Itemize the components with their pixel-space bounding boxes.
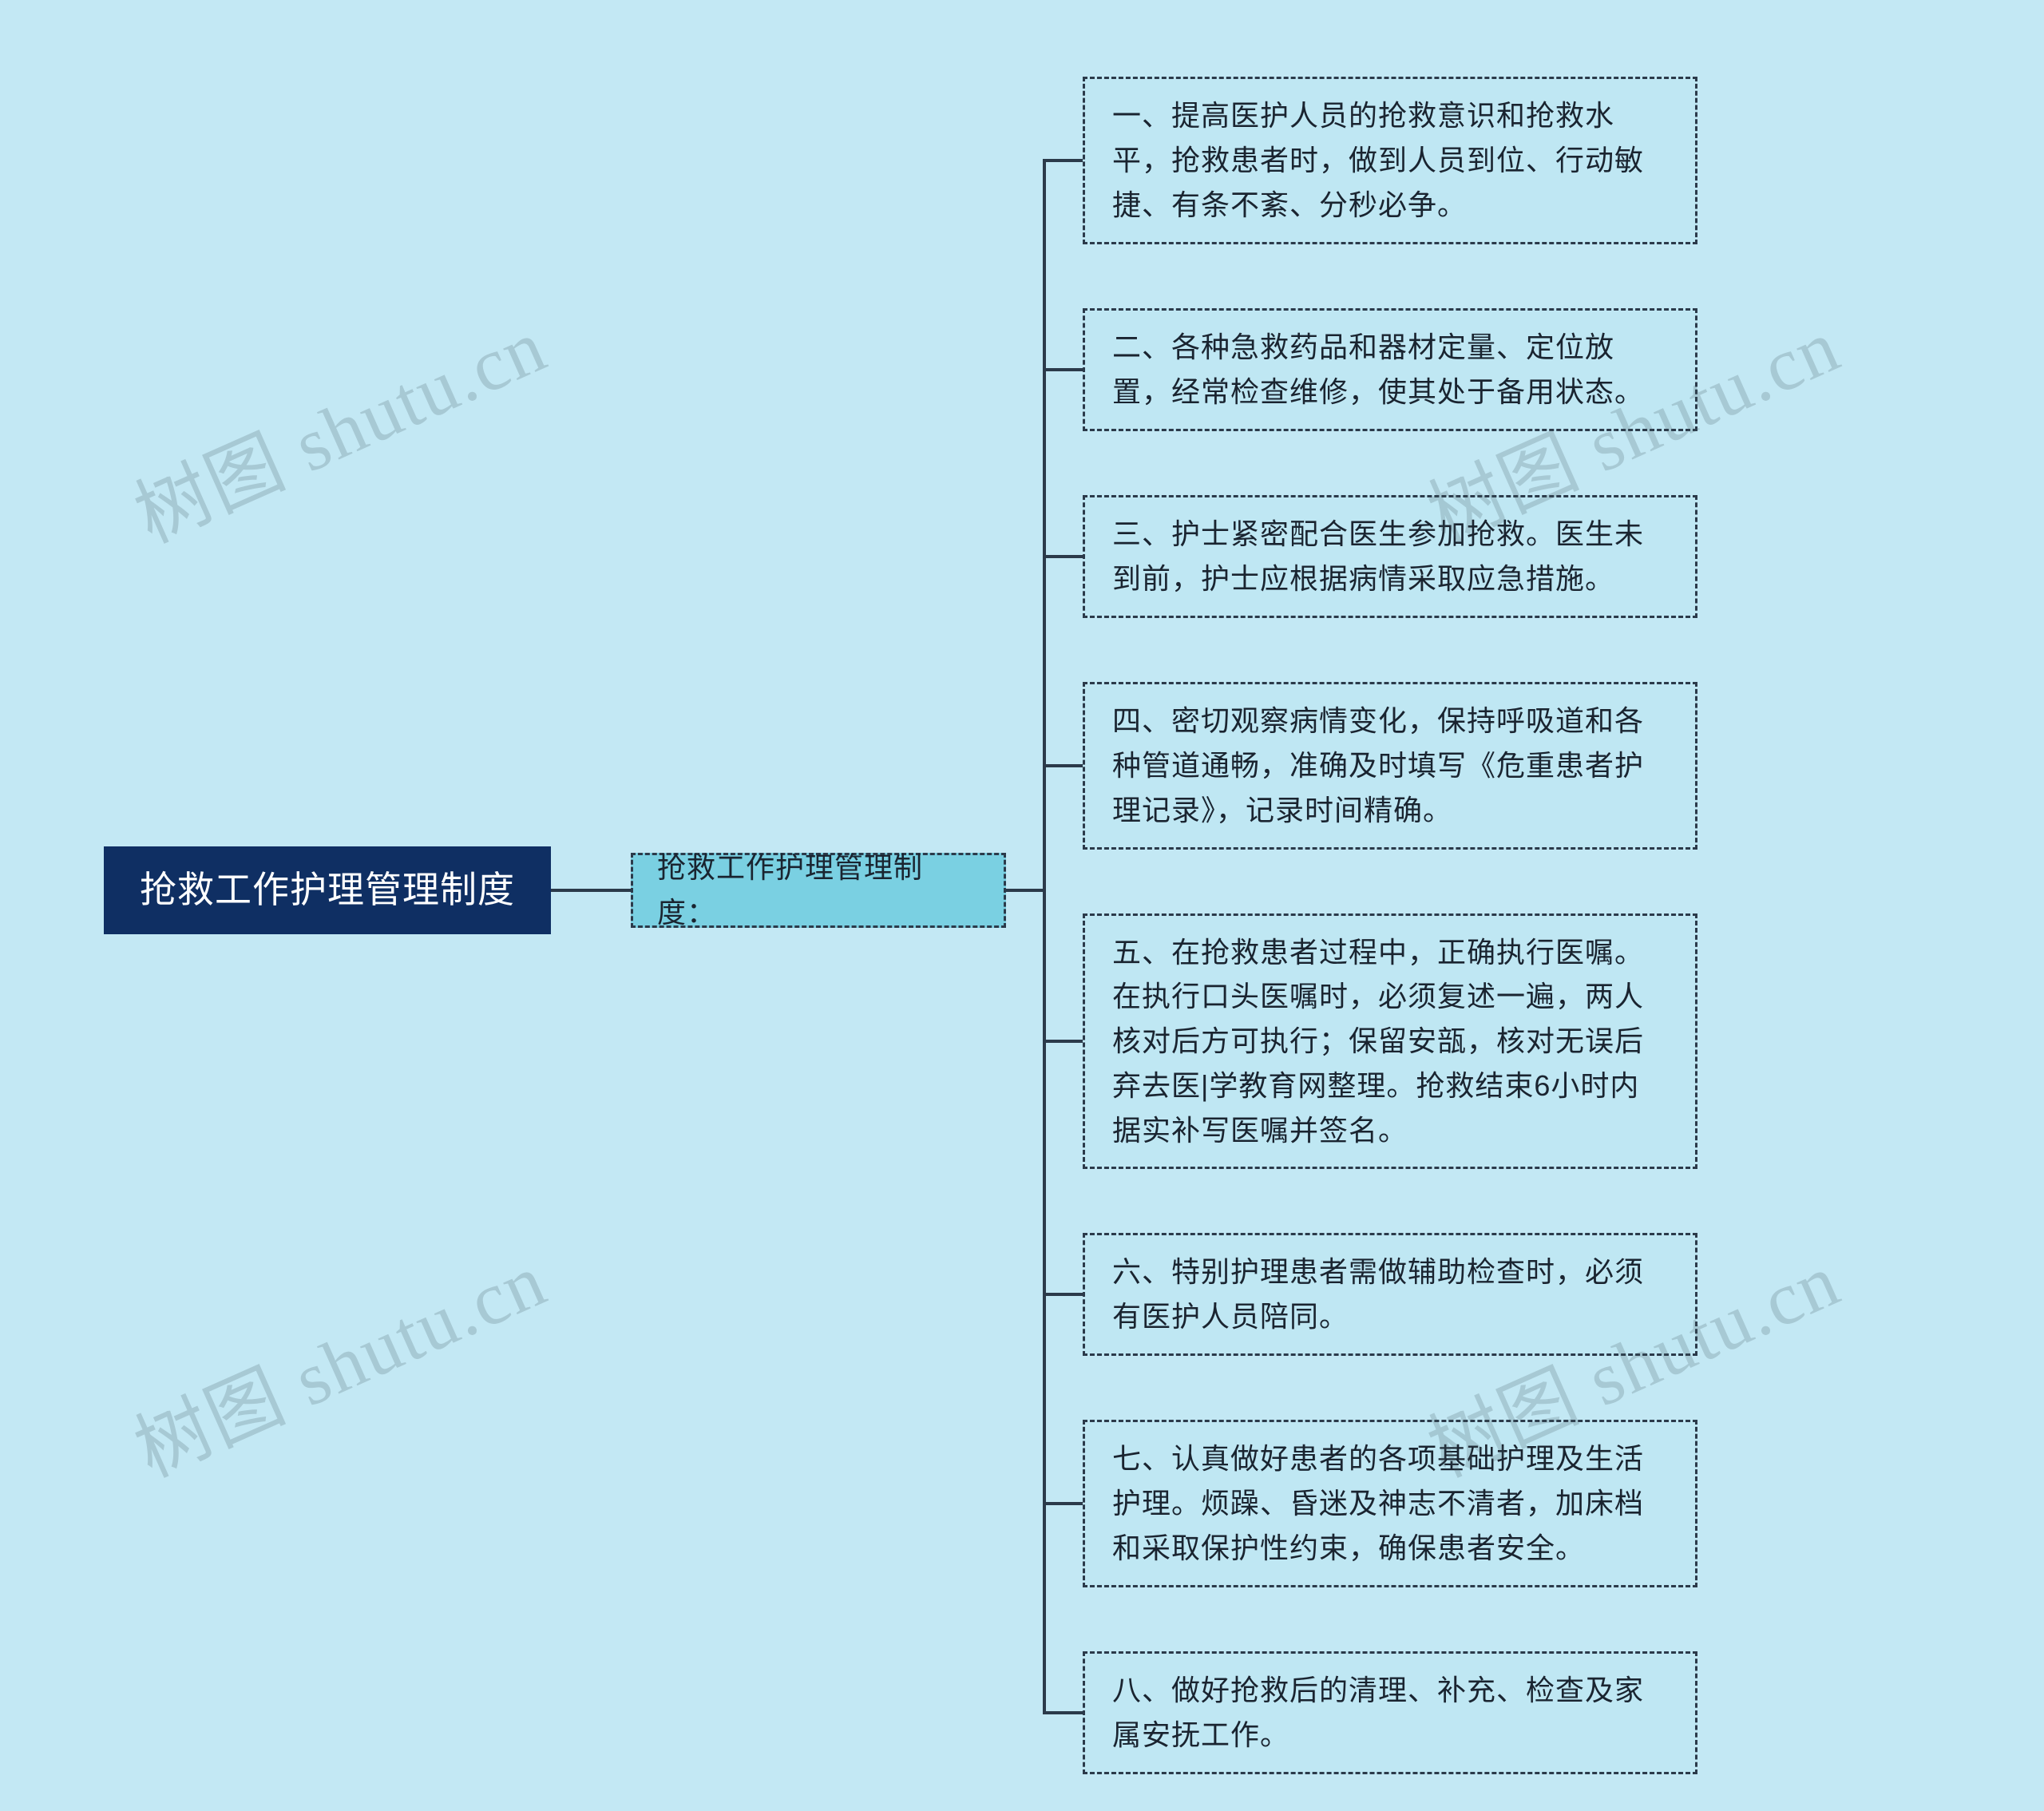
mindmap-canvas: 抢救工作护理管理制度 抢救工作护理管理制度： 一、提高医护人员的抢救意识和抢救水平，…	[0, 0, 2044, 1811]
leaf-node-5: 五、在抢救患者过程中，正确执行医嘱。在执行口头医嘱时，必须复述一遍，两人核对后方…	[1083, 913, 1697, 1169]
leaf-node-7: 七、认真做好患者的各项基础护理及生活护理。烦躁、昏迷及神志不清者，加床档和采取保…	[1083, 1420, 1697, 1587]
leaf-node-8: 八、做好抢救后的清理、补充、检查及家属安抚工作。	[1083, 1651, 1697, 1774]
leaf-node-4: 四、密切观察病情变化，保持呼吸道和各种管道通畅，准确及时填写《危重患者护理记录》…	[1083, 682, 1697, 850]
leaf-node-1: 一、提高医护人员的抢救意识和抢救水平，抢救患者时，做到人员到位、行动敏捷、有条不…	[1083, 77, 1697, 244]
subtitle-node: 抢救工作护理管理制度：	[631, 853, 1006, 928]
watermark-1: 树图 shutu.cn	[116, 286, 561, 564]
watermark-3: 树图 shutu.cn	[116, 1220, 561, 1498]
root-node: 抢救工作护理管理制度	[104, 846, 551, 934]
leaf-node-3: 三、护士紧密配合医生参加抢救。医生未到前，护士应根据病情采取应急措施。	[1083, 495, 1697, 618]
